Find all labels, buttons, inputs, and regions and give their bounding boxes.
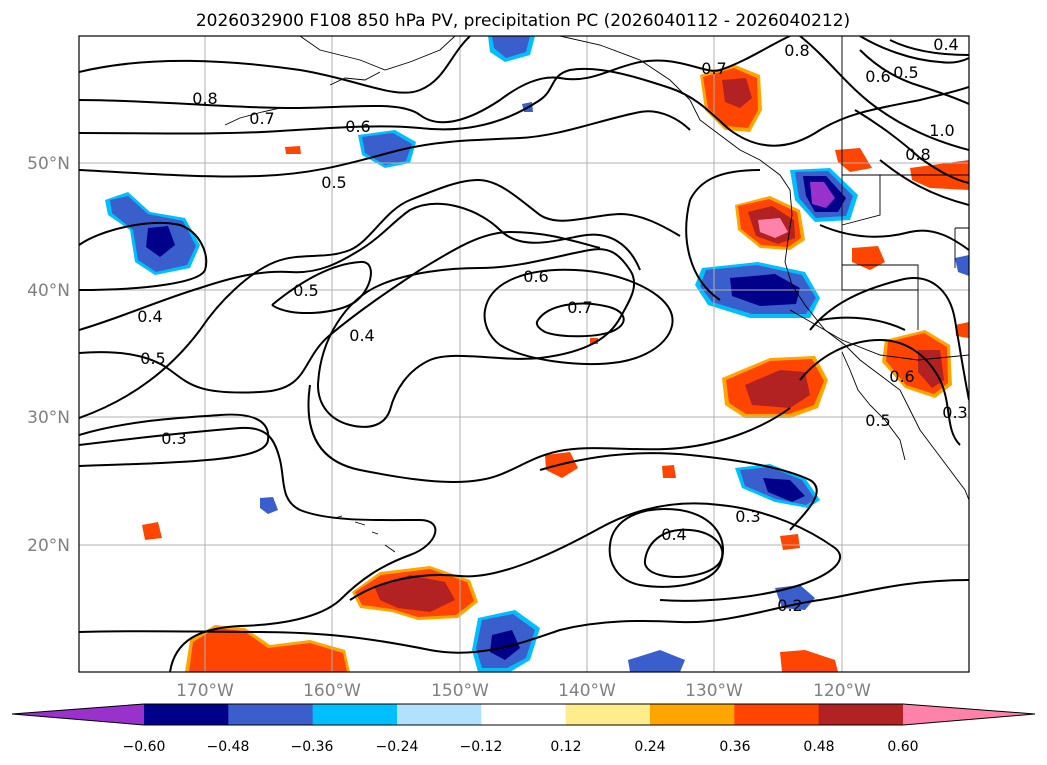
colorbar-segment <box>734 704 820 725</box>
contour-label: 0.4 <box>137 307 162 326</box>
contour-label: 0.8 <box>784 41 809 60</box>
colorbar-segment <box>818 704 904 725</box>
lat-label: 50°N <box>27 154 70 174</box>
colorbar-extend-min <box>12 704 144 725</box>
contour-label: 0.5 <box>865 411 890 430</box>
lat-label: 40°N <box>27 281 70 301</box>
contour-label: 0.3 <box>161 429 186 448</box>
contour-label: 0.5 <box>893 63 918 82</box>
coastlines <box>224 36 969 553</box>
colorbar: −0.60 −0.48 −0.36 −0.24 −0.12 0.12 0.24 … <box>11 703 1036 755</box>
colorbar-segment <box>397 704 482 725</box>
contour-label: 0.7 <box>249 109 274 128</box>
contour-label: 0.4 <box>661 525 686 544</box>
colorbar-tick: −0.48 <box>207 739 250 755</box>
graticule <box>79 36 969 672</box>
contour-label: 0.8 <box>192 89 217 108</box>
lon-label: 160°W <box>303 681 361 701</box>
colorbar-tick: −0.36 <box>291 739 334 755</box>
contour-labels: 0.8 0.7 0.6 0.5 0.5 0.4 0.5 0.3 0.4 0.6 … <box>137 35 967 615</box>
contour-label: 0.5 <box>321 173 346 192</box>
lat-label: 20°N <box>27 536 70 556</box>
contour-label: 0.6 <box>345 117 370 136</box>
map-frame <box>78 35 970 673</box>
lon-label: 140°W <box>558 681 616 701</box>
pv-contours <box>79 36 969 672</box>
lon-labels: 170°W 160°W 150°W 140°W 130°W 120°W <box>176 681 871 701</box>
colorbar-segment <box>228 704 314 725</box>
map-panel: 0.8 0.7 0.6 0.5 0.5 0.4 0.5 0.3 0.4 0.6 … <box>78 35 970 673</box>
contour-label: 1.0 <box>929 121 954 140</box>
contour-label: 0.8 <box>905 145 930 164</box>
contour-label: 0.6 <box>523 267 548 286</box>
lon-label: 170°W <box>176 681 234 701</box>
colorbar-tick: 0.48 <box>803 739 834 755</box>
lat-labels: 50°N 40°N 30°N 20°N <box>27 154 70 556</box>
contour-label: 0.6 <box>865 67 890 86</box>
colorbar-tick: −0.12 <box>460 739 503 755</box>
lon-label: 130°W <box>685 681 743 701</box>
lon-label: 120°W <box>813 681 871 701</box>
map-title: 2026032900 F108 850 hPa PV, precipitatio… <box>196 11 850 31</box>
colorbar-tick: −0.24 <box>376 739 419 755</box>
colorbar-segment <box>481 704 567 725</box>
contour-label: 0.3 <box>735 507 760 526</box>
colorbar-ticks: −0.60 −0.48 −0.36 −0.24 −0.12 0.12 0.24 … <box>123 739 919 755</box>
colorbar-segment <box>312 704 398 725</box>
contour-label: 0.4 <box>933 35 958 54</box>
colorbar-tick: 0.12 <box>550 739 581 755</box>
colorbar-outline <box>11 703 1036 726</box>
colorbar-segment <box>650 704 735 725</box>
lon-label: 150°W <box>431 681 489 701</box>
contour-label: 0.5 <box>293 281 318 300</box>
contour-label: 0.4 <box>349 326 374 345</box>
colorbar-tick: −0.60 <box>123 739 166 755</box>
colorbar-segment <box>565 704 651 725</box>
contour-label: 0.5 <box>140 349 165 368</box>
contour-label: 0.2 <box>777 596 802 615</box>
colorbar-tick: 0.36 <box>719 739 750 755</box>
contour-label: 0.3 <box>942 403 967 422</box>
contour-label: 0.6 <box>889 367 914 386</box>
lat-label: 30°N <box>27 408 70 428</box>
contour-label: 0.7 <box>567 298 592 317</box>
contour-label: 0.7 <box>701 59 726 78</box>
colorbar-extend-max <box>903 704 1035 725</box>
colorbar-segment <box>144 704 229 725</box>
colorbar-tick: 0.60 <box>887 739 918 755</box>
colorbar-tick: 0.24 <box>634 739 665 755</box>
